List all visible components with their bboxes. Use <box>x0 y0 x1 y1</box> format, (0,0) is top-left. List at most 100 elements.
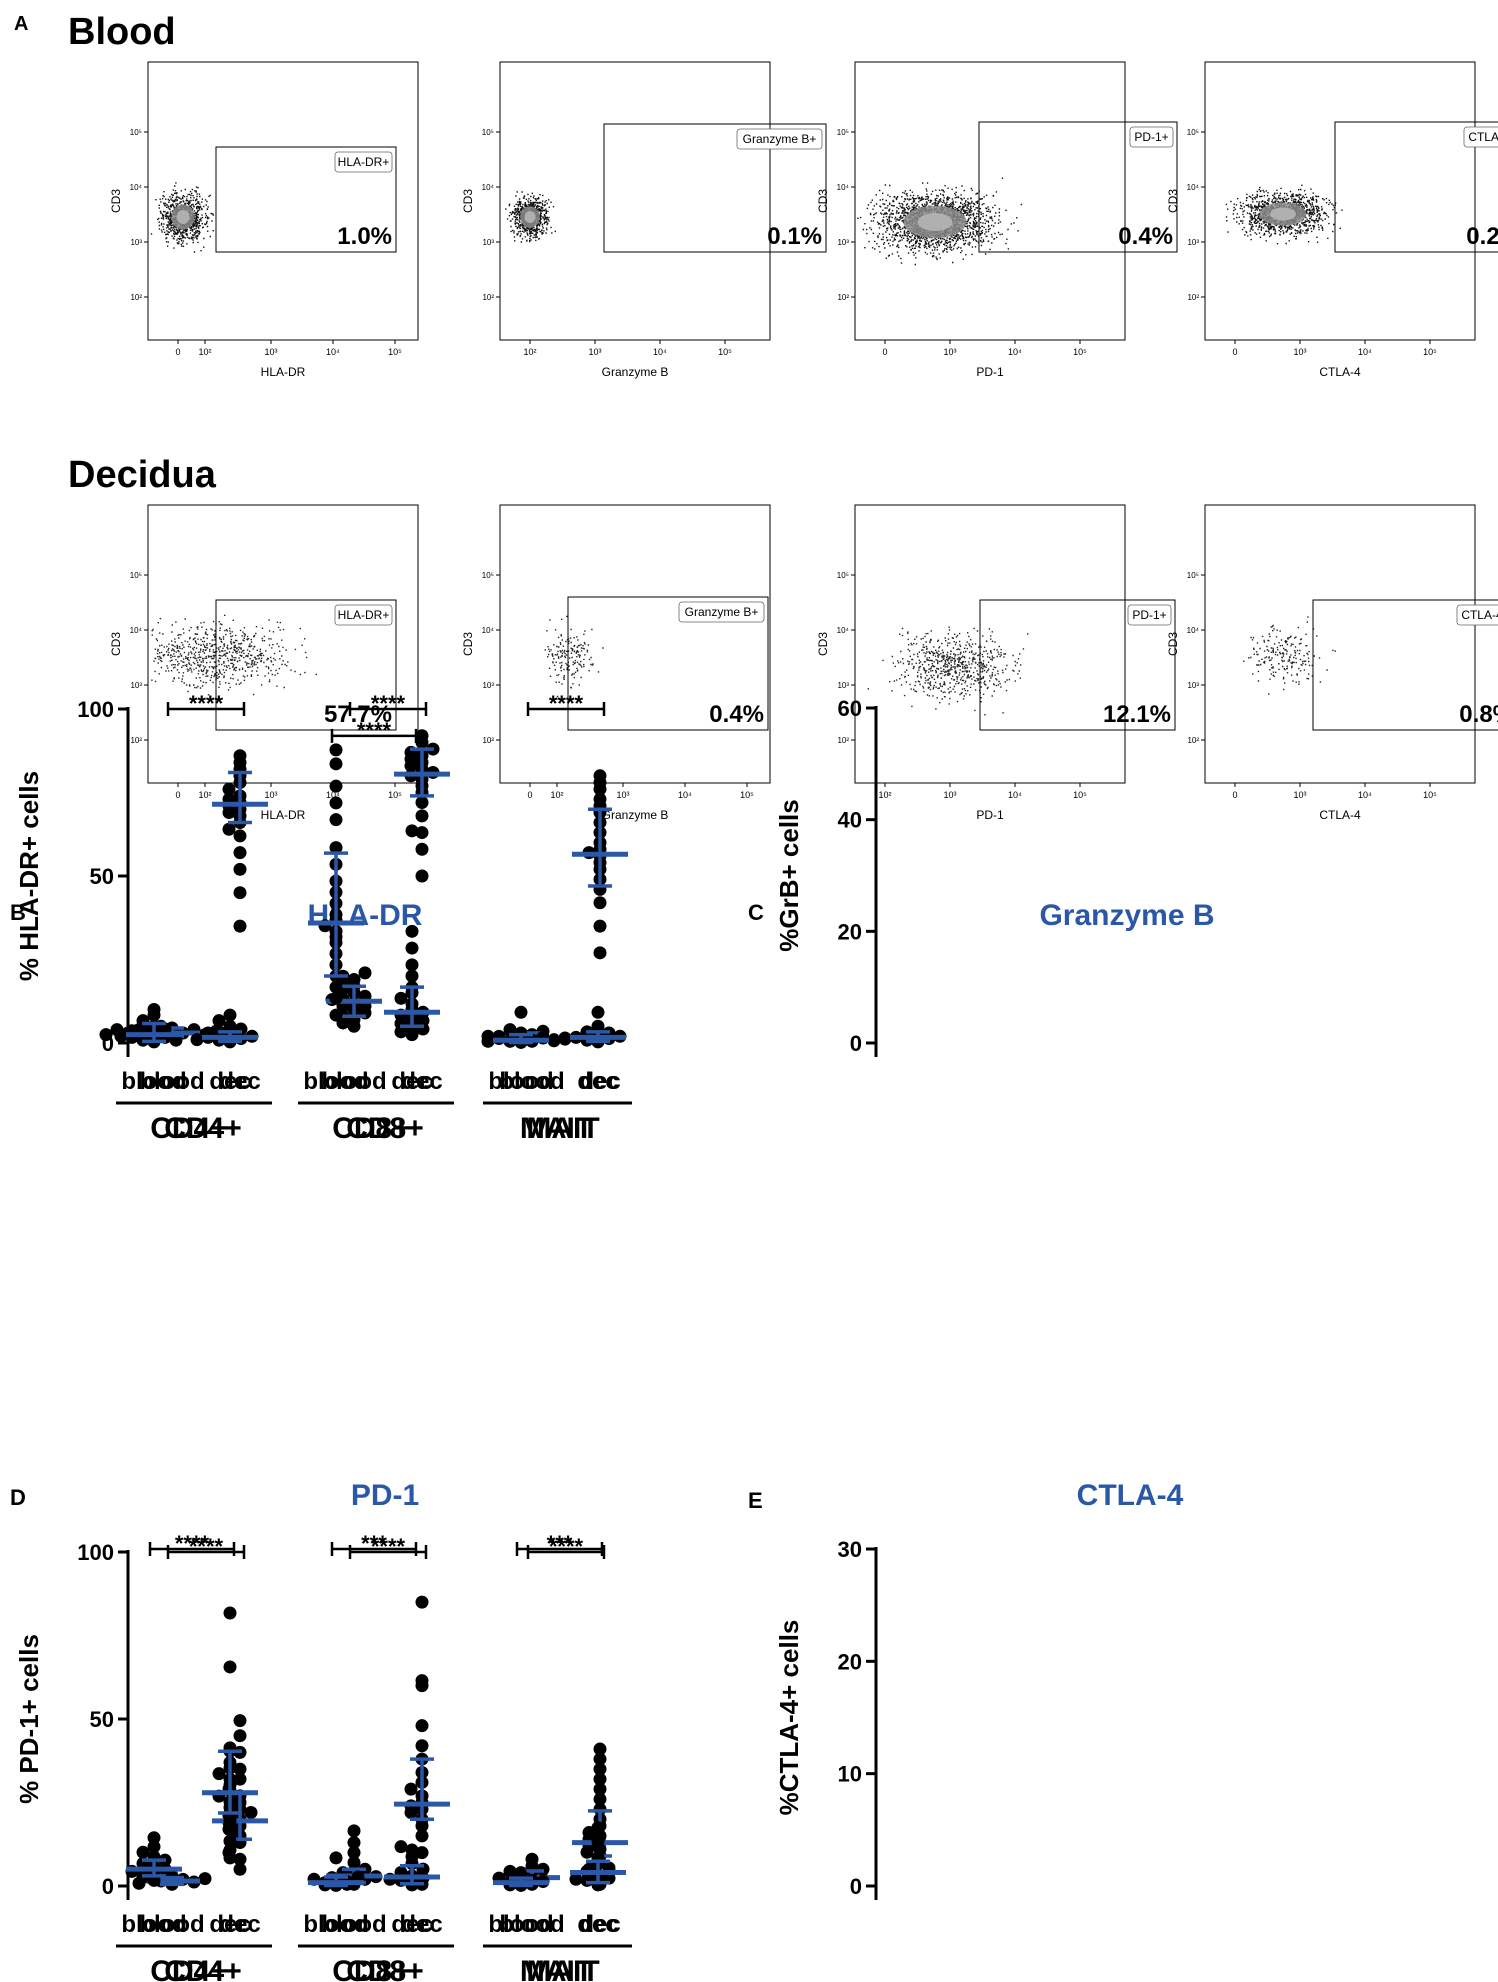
data-point <box>329 796 343 810</box>
density-core-inner <box>1270 207 1296 221</box>
y-axis-label: CD3 <box>461 189 475 213</box>
panel-label: C <box>748 900 764 925</box>
x-axis-label: PD-1 <box>976 365 1004 379</box>
data-point <box>329 743 343 757</box>
data-point <box>394 1840 408 1854</box>
y-tick-label: 10⁵ <box>837 128 849 137</box>
group-label: CD8+ <box>346 1112 424 1145</box>
data-point <box>223 1019 237 1033</box>
data-point <box>593 919 607 933</box>
y-axis-label: CD3 <box>461 632 475 656</box>
flow-plot-frame <box>1204 504 1476 784</box>
flow-plot-frame <box>854 504 1126 784</box>
data-point <box>358 966 372 980</box>
group-label: CD8+ <box>332 1112 410 1145</box>
data-point <box>405 924 419 938</box>
data-point <box>329 813 343 827</box>
data-point <box>415 826 429 840</box>
group-label: MAIT <box>526 1112 599 1145</box>
data-point <box>405 824 419 838</box>
data-point <box>591 1005 605 1019</box>
x-tick-label: 0 <box>527 790 532 800</box>
data-point <box>415 729 429 743</box>
data-point <box>405 1843 419 1857</box>
subgroup-label: dec <box>391 1068 432 1095</box>
x-tick-label: 0 <box>882 347 887 357</box>
data-point <box>404 1782 418 1796</box>
data-point <box>347 973 361 987</box>
significance-stars: **** <box>371 691 406 716</box>
y-tick-label: 10⁴ <box>482 626 495 635</box>
y-tick-label: 10³ <box>1187 681 1199 690</box>
data-point <box>329 1008 343 1022</box>
panel-label: D <box>10 1485 26 1510</box>
data-point <box>347 1846 361 1860</box>
event-dots <box>867 626 1029 716</box>
data-point <box>329 757 343 771</box>
data-point <box>593 1742 607 1756</box>
group-label: CD4+ <box>150 1112 228 1145</box>
event-dots <box>151 614 317 696</box>
subgroup-label: dec <box>401 1911 442 1938</box>
x-tick-label: 10⁴ <box>1008 790 1022 800</box>
data-point <box>347 1824 361 1838</box>
data-point <box>99 1028 113 1042</box>
x-tick-label: 10² <box>523 347 536 357</box>
flow-plot-frame <box>854 61 1126 341</box>
data-point <box>593 1782 607 1796</box>
x-tick-label: 0 <box>175 347 180 357</box>
data-point <box>329 841 343 855</box>
data-point <box>223 1843 237 1857</box>
density-core-inner <box>524 211 536 223</box>
y-tick-label: 0 <box>850 1874 862 1899</box>
y-axis-label: %CTLA-4+ cells <box>774 1620 804 1816</box>
significance-stars: **** <box>549 1534 584 1559</box>
y-tick-label: 0 <box>850 1031 862 1056</box>
data-point <box>233 829 247 843</box>
row-title-blood: Blood <box>68 11 176 53</box>
gate-label-box <box>1463 126 1498 148</box>
y-tick-label: 10⁵ <box>482 128 494 137</box>
significance-stars: *** <box>547 1531 573 1556</box>
flow-plot-frame <box>499 504 771 784</box>
gate-label-box <box>678 601 765 623</box>
subgroup-label: blood <box>321 1068 386 1095</box>
data-point <box>234 1022 248 1036</box>
y-tick-label: 10² <box>482 293 494 302</box>
data-point <box>233 1729 247 1743</box>
x-tick-label: 10⁴ <box>1008 347 1022 357</box>
data-point <box>394 991 408 1005</box>
y-tick-label: 40 <box>838 808 862 833</box>
x-tick-label: 10³ <box>943 347 956 357</box>
gate-label: CTLA-4+ <box>1461 608 1498 622</box>
y-tick-label: 10⁵ <box>1187 571 1199 580</box>
data-point <box>223 1823 237 1837</box>
panel-label: B <box>10 900 26 925</box>
data-point <box>212 1767 226 1781</box>
gate-label-box <box>1456 604 1498 626</box>
data-point <box>405 969 419 983</box>
y-tick-label: 10² <box>482 736 494 745</box>
x-tick-label: 10⁴ <box>326 347 340 357</box>
gate-box <box>978 121 1178 253</box>
data-point <box>222 782 236 796</box>
subgroup-label: blood <box>321 1911 386 1938</box>
x-tick-label: 10⁵ <box>718 347 732 357</box>
y-tick-label: 10³ <box>1187 238 1199 247</box>
data-point <box>347 1856 361 1870</box>
y-tick-label: 10⁴ <box>837 183 850 192</box>
x-tick-label: 0 <box>1232 347 1237 357</box>
x-axis-label: HLA-DR <box>261 365 306 379</box>
flow-plot-1-3: 10² 10³ 10⁴ 10⁵ 0 10³ 10⁴ 10⁵ CTLA-4 CD3 CTLA-4+ 0.… <box>1166 504 1498 822</box>
y-tick-label: 0 <box>102 1874 114 1899</box>
gate-percent: 0.4% <box>709 701 764 728</box>
y-tick-label: 10³ <box>482 238 494 247</box>
x-tick-label: 10⁵ <box>740 790 754 800</box>
data-point <box>198 1872 212 1886</box>
data-point <box>405 958 419 972</box>
y-tick-label: 10⁴ <box>130 183 143 192</box>
gate-label: CTLA-4+ <box>1468 130 1498 144</box>
